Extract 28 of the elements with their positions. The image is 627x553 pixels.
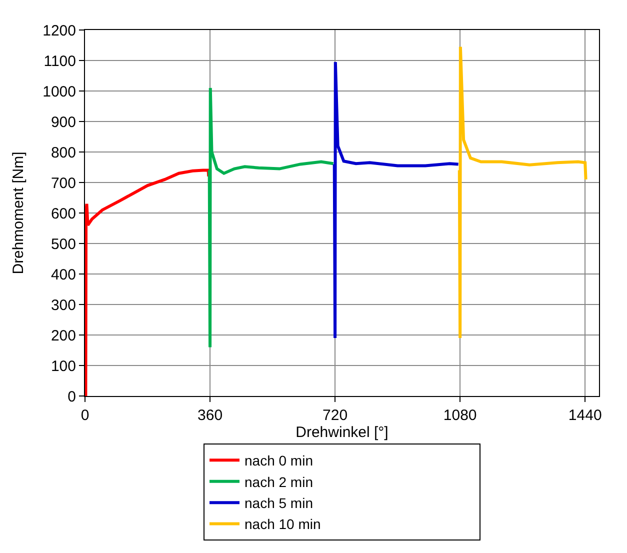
x-tick-label: 0 (80, 407, 90, 424)
y-tick-label: 800 (50, 144, 76, 162)
x-tick-label: 720 (322, 407, 348, 424)
x-tick-label: 1440 (568, 407, 602, 424)
y-tick-label: 1200 (42, 22, 76, 40)
y-tick-label: 200 (50, 327, 76, 344)
y-tick-label: 700 (50, 174, 76, 192)
y-tick-label: 400 (50, 266, 76, 284)
x-tick-label: 1080 (443, 407, 477, 424)
y-tick-label: 0 (68, 388, 76, 406)
line-series (208, 86, 335, 349)
legend-label: nach 5 min (244, 495, 313, 512)
y-tick-label: 100 (50, 358, 76, 375)
y-tick-label: 1000 (42, 83, 76, 100)
y-tick-label: 300 (50, 296, 76, 314)
legend-label: nach 10 min (244, 516, 321, 532)
y-tick-label: 900 (50, 114, 76, 131)
line-series (85, 168, 210, 396)
y-tick-label: 600 (50, 205, 76, 222)
x-axis-title: Drehwinkel [°] (296, 424, 388, 441)
x-tick-label: 360 (198, 407, 223, 424)
legend-label: nach 2 min (244, 474, 313, 490)
y-tick-label: 1100 (44, 52, 76, 70)
legend-label: nach 0 min (244, 452, 313, 469)
y-tick-label: 500 (50, 236, 76, 253)
line-series (332, 60, 460, 340)
y-axis-title: Drehmoment [Nm] (10, 152, 27, 274)
line-series (458, 45, 588, 340)
